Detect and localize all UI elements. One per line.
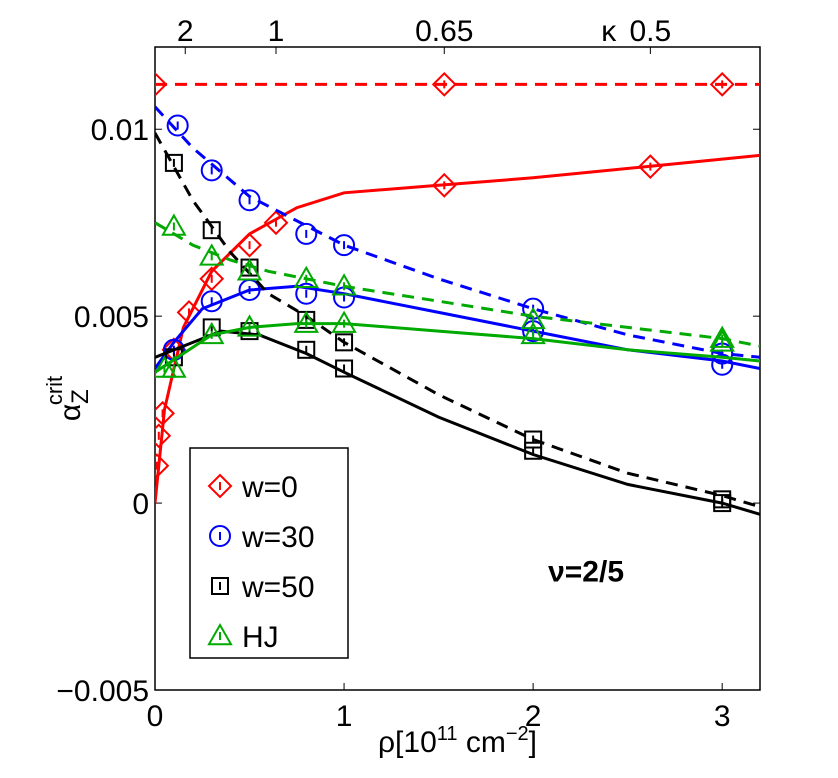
- data-point: [520, 321, 546, 345]
- data-point: [198, 321, 225, 345]
- data-point: [166, 114, 189, 137]
- data-point: [263, 210, 289, 236]
- data-point: [331, 310, 357, 333]
- legend-marker: [207, 473, 233, 499]
- data-point: [293, 310, 319, 333]
- x-tick-label: 3: [714, 700, 731, 733]
- data-point: [711, 353, 734, 376]
- data-point: [237, 232, 262, 258]
- data-point: [431, 172, 457, 198]
- x-axis-title: ρ[1011 cm−2]: [378, 723, 537, 759]
- series-HJ: [155, 213, 760, 378]
- data-point: [709, 71, 735, 97]
- x-tick-label: 1: [336, 700, 353, 733]
- data-point: [637, 154, 663, 180]
- data-point: [198, 243, 225, 266]
- y-axis-title: αZcrit: [42, 376, 94, 421]
- series-layer: [155, 71, 760, 516]
- data-point: [331, 273, 357, 296]
- legend-marker: [211, 577, 229, 595]
- data-point: [155, 400, 175, 426]
- data-point: [295, 222, 318, 245]
- data-point: [709, 329, 735, 352]
- y-axis-title-text: αZcrit: [42, 376, 94, 421]
- data-point: [709, 325, 735, 348]
- data-point: [202, 221, 221, 240]
- series-line-dashed: [155, 105, 760, 359]
- axis-ticks: [154, 47, 760, 691]
- data-point: [431, 71, 457, 97]
- legend: w=0 w=30 w=50 HJ: [189, 447, 349, 659]
- data-point: [713, 494, 732, 513]
- legend-box: [189, 447, 349, 659]
- data-point: [161, 355, 187, 378]
- data-point: [155, 453, 170, 479]
- data-point: [524, 441, 543, 460]
- y-tick-label: 0: [132, 488, 149, 521]
- legend-label: w=50: [241, 571, 315, 604]
- legend-label: w=30: [241, 521, 315, 554]
- top-tick-label: 0.65: [415, 15, 473, 48]
- y-tick-label: 0.005: [74, 301, 149, 334]
- data-point: [297, 340, 316, 359]
- legend-label: w=0: [241, 471, 298, 504]
- data-point: [520, 306, 546, 330]
- data-point: [164, 153, 183, 172]
- x-tick-label: 2: [525, 700, 542, 733]
- data-point: [200, 159, 223, 182]
- legend-marker: [209, 525, 231, 547]
- series-w=0: [155, 71, 760, 504]
- y-tick-label: 0.01: [91, 114, 149, 147]
- data-point: [295, 282, 318, 305]
- data-point: [238, 189, 261, 212]
- y-tick-label: −0.005: [56, 675, 149, 708]
- legend-label: HJ: [242, 621, 279, 654]
- series-line-solid: [155, 153, 760, 504]
- data-point: [335, 359, 354, 378]
- top-tick-label: 1: [268, 15, 285, 48]
- data-point: [293, 265, 319, 289]
- legend-marker: [207, 622, 233, 646]
- annotation-text: ν=2/5: [548, 556, 624, 589]
- x-tick-label: 0: [147, 700, 164, 733]
- data-point: [236, 314, 263, 337]
- top-axis-label: κ: [601, 15, 617, 48]
- top-tick-label: 0.5: [629, 15, 671, 48]
- data-point: [155, 423, 172, 449]
- data-point: [161, 213, 187, 236]
- top-tick-label: 2: [177, 15, 194, 48]
- data-point: [236, 258, 263, 281]
- data-point: [333, 234, 356, 257]
- data-point: [335, 333, 354, 352]
- data-point: [200, 290, 223, 313]
- data-point: [199, 266, 225, 292]
- data-point: [155, 71, 168, 97]
